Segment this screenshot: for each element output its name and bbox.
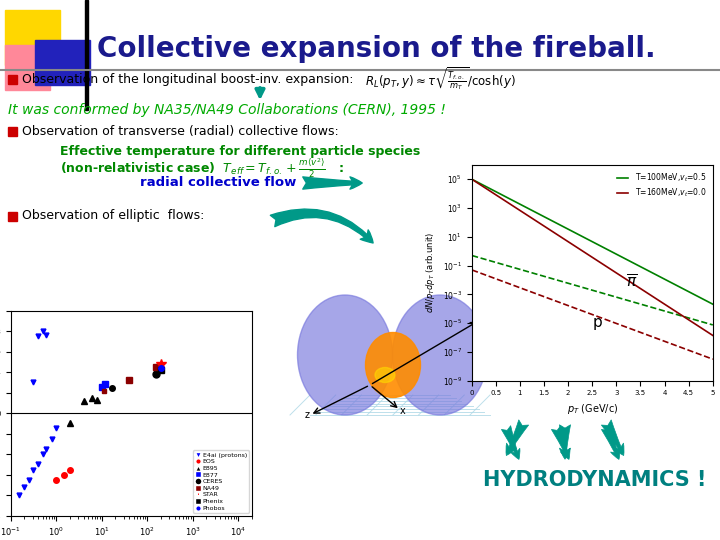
- Text: $R_L(p_T, y) \approx \tau\sqrt{\frac{T_{f.o.}}{m_T}} / \cosh(y)$: $R_L(p_T, y) \approx \tau\sqrt{\frac{T_{…: [365, 66, 516, 92]
- Legend: E4ai (protons), EOS, E895, E877, CERES, NA49, STAR, Phenix, Phobos: E4ai (protons), EOS, E895, E877, CERES, …: [193, 450, 249, 512]
- T=160MeV,$v_t$=0.0: [468, 176, 477, 183]
- Bar: [8, 212, 17, 221]
- T=100MeV,$v_t$=0.5: [670, 281, 679, 288]
- Bar: [5, 10, 60, 65]
- Text: Collective expansion of the fireball.: Collective expansion of the fireball.: [97, 35, 656, 63]
- Text: z: z: [305, 410, 310, 420]
- T=160MeV,$v_t$=0.0: [469, 177, 477, 183]
- T=160MeV,$v_t$=0.0: [611, 269, 620, 275]
- Text: Observation of elliptic  flows:: Observation of elliptic flows:: [22, 210, 204, 222]
- Text: Observation of transverse (radial) collective flows:: Observation of transverse (radial) colle…: [22, 125, 338, 138]
- Ellipse shape: [366, 333, 420, 397]
- Text: Effective temperature for different particle species: Effective temperature for different part…: [60, 145, 420, 159]
- Text: (non-relativistic case)  $T_{eff} = T_{f.o.} + \frac{m\langle v^2\rangle}{2}$   : (non-relativistic case) $T_{eff} = T_{f.…: [60, 156, 344, 180]
- T=100MeV,$v_t$=0.5: [611, 251, 620, 257]
- Legend: T=100MeV,$v_t$=0.5, T=160MeV,$v_t$=0.0: T=100MeV,$v_t$=0.5, T=160MeV,$v_t$=0.0: [614, 168, 709, 202]
- Text: y: y: [483, 310, 489, 320]
- Text: Observation of the longitudinal boost-inv. expansion:: Observation of the longitudinal boost-in…: [22, 72, 354, 85]
- X-axis label: $p_T$ (GeV/c): $p_T$ (GeV/c): [567, 402, 618, 416]
- T=100MeV,$v_t$=0.5: [708, 301, 717, 307]
- T=100MeV,$v_t$=0.5: [468, 176, 477, 183]
- T=160MeV,$v_t$=0.0: [615, 272, 624, 278]
- T=160MeV,$v_t$=0.0: [686, 318, 695, 324]
- Text: HYDRODYNAMICS !: HYDRODYNAMICS !: [483, 470, 707, 490]
- T=100MeV,$v_t$=0.5: [686, 289, 695, 296]
- Bar: [8, 75, 17, 84]
- T=100MeV,$v_t$=0.5: [469, 177, 477, 183]
- Bar: [8, 127, 17, 136]
- Text: radial collective flow: radial collective flow: [140, 177, 297, 190]
- Text: $\overline{\pi}$: $\overline{\pi}$: [626, 273, 637, 291]
- Ellipse shape: [375, 368, 395, 382]
- Bar: [85, 0, 88, 110]
- T=160MeV,$v_t$=0.0: [611, 268, 619, 275]
- T=100MeV,$v_t$=0.5: [615, 253, 624, 259]
- Text: p: p: [593, 315, 602, 330]
- T=100MeV,$v_t$=0.5: [611, 250, 619, 256]
- Bar: [35, 40, 90, 85]
- Text: It was conformed by NA35/NA49 Collaborations (CERN), 1995 !: It was conformed by NA35/NA49 Collaborat…: [8, 103, 446, 117]
- Text: x: x: [400, 406, 406, 416]
- Line: T=100MeV,$v_t$=0.5: T=100MeV,$v_t$=0.5: [472, 179, 713, 304]
- Y-axis label: $dN/p_T dp_T$ (arb.unit): $dN/p_T dp_T$ (arb.unit): [424, 232, 437, 313]
- Ellipse shape: [392, 295, 487, 415]
- Ellipse shape: [297, 295, 392, 415]
- T=160MeV,$v_t$=0.0: [670, 308, 679, 314]
- Line: T=160MeV,$v_t$=0.0: T=160MeV,$v_t$=0.0: [472, 179, 713, 335]
- Bar: [5, 45, 50, 90]
- T=160MeV,$v_t$=0.0: [708, 332, 717, 339]
